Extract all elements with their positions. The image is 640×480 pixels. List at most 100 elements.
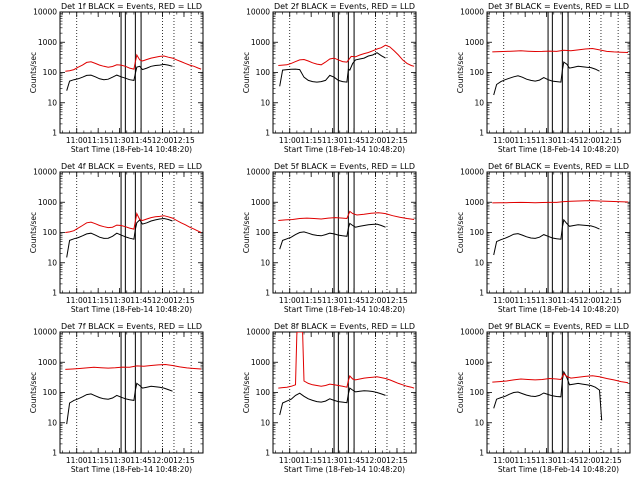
y-tick-label: 10	[47, 418, 57, 427]
events-series-line	[493, 61, 600, 96]
x-axis-title: Start Time (18-Feb-14 10:48:20)	[284, 465, 405, 474]
y-tick-label: 10000	[460, 328, 484, 337]
x-tick-label: 11:15	[514, 456, 536, 465]
panel-7: Det 7f BLACK = Events, RED = LLD 1 10 100 10…	[29, 322, 204, 474]
panel-5: Det 5f BLACK = Events, RED = LLD 1 10 100 10…	[242, 162, 417, 314]
y-tick-label: 1000	[38, 38, 57, 47]
y-tick-label: 1000	[465, 198, 484, 207]
panel-2: Det 2f BLACK = Events, RED = LLD 1 10 100 10…	[242, 2, 417, 154]
y-axis-title: Counts/sec	[242, 212, 251, 253]
x-tick-label: 11:00	[66, 296, 88, 305]
events-series-line	[66, 217, 173, 258]
events-series-line	[66, 382, 173, 425]
y-tick-label: 10	[260, 98, 270, 107]
events-series-line	[493, 370, 603, 421]
events-series-line	[279, 387, 386, 416]
x-tick-label: 11:00	[279, 296, 301, 305]
y-tick-label: 1	[52, 449, 57, 458]
x-tick-label: 12:15	[600, 296, 622, 305]
y-axis-title: Counts/sec	[29, 212, 38, 253]
x-tick-label: 12:15	[386, 456, 408, 465]
x-tick-label: 12:00	[152, 456, 174, 465]
y-tick-label: 10	[260, 418, 270, 427]
y-axis-title: Counts/sec	[456, 372, 465, 413]
y-tick-label: 10	[474, 258, 484, 267]
y-tick-label: 10	[47, 258, 57, 267]
events-series-line	[279, 222, 386, 250]
x-tick-label: 12:00	[579, 136, 601, 145]
plot-frame	[486, 331, 631, 454]
x-tick-label: 11:15	[87, 456, 109, 465]
x-tick-label: 12:15	[173, 136, 195, 145]
plot-frame	[59, 171, 204, 294]
y-tick-label: 1000	[251, 38, 270, 47]
x-tick-label: 11:00	[279, 456, 301, 465]
x-tick-label: 11:00	[279, 136, 301, 145]
x-tick-label: 11:30	[536, 136, 558, 145]
panel-title: Det 5f BLACK = Events, RED = LLD	[274, 162, 415, 171]
x-tick-label: 11:15	[514, 136, 536, 145]
x-axis-title: Start Time (18-Feb-14 10:48:20)	[498, 145, 619, 154]
y-tick-label: 10	[260, 258, 270, 267]
x-tick-label: 11:15	[87, 136, 109, 145]
events-series-line	[493, 218, 600, 256]
x-tick-label: 11:15	[300, 136, 322, 145]
plot-frame	[272, 171, 417, 294]
y-tick-label: 100	[470, 68, 485, 77]
y-tick-label: 10	[474, 98, 484, 107]
lld-series-line	[278, 44, 415, 67]
y-tick-label: 10	[47, 98, 57, 107]
panel-title: Det 4f BLACK = Events, RED = LLD	[61, 162, 202, 171]
x-axis-title: Start Time (18-Feb-14 10:48:20)	[71, 305, 192, 314]
y-axis-title: Counts/sec	[456, 52, 465, 93]
plot-frame	[272, 11, 417, 134]
y-tick-label: 1	[479, 289, 484, 298]
y-tick-label: 100	[256, 228, 271, 237]
x-tick-label: 12:15	[386, 296, 408, 305]
x-tick-label: 11:30	[109, 136, 131, 145]
x-tick-label: 12:00	[579, 296, 601, 305]
y-tick-label: 100	[43, 68, 58, 77]
y-tick-label: 1	[52, 289, 57, 298]
y-tick-label: 10000	[460, 168, 484, 177]
lld-series-line	[65, 212, 202, 233]
y-axis-title: Counts/sec	[242, 372, 251, 413]
x-tick-label: 11:30	[322, 136, 344, 145]
plot-frame	[486, 11, 631, 134]
x-tick-label: 11:45	[130, 296, 152, 305]
x-axis-title: Start Time (18-Feb-14 10:48:20)	[498, 305, 619, 314]
lld-series-line	[492, 47, 629, 53]
y-axis-title: Counts/sec	[456, 212, 465, 253]
x-tick-label: 12:15	[173, 296, 195, 305]
lld-series-line	[492, 200, 629, 204]
panel-title: Det 6f BLACK = Events, RED = LLD	[488, 162, 629, 171]
x-tick-label: 12:15	[173, 456, 195, 465]
y-tick-label: 1	[479, 129, 484, 138]
y-axis-title: Counts/sec	[29, 372, 38, 413]
y-axis-title: Counts/sec	[242, 52, 251, 93]
x-tick-label: 12:00	[152, 136, 174, 145]
x-axis-title: Start Time (18-Feb-14 10:48:20)	[71, 465, 192, 474]
y-tick-label: 10000	[33, 328, 57, 337]
panel-4: Det 4f BLACK = Events, RED = LLD 1 10 100 10…	[29, 162, 204, 314]
x-tick-label: 11:45	[343, 136, 365, 145]
x-tick-label: 11:15	[300, 296, 322, 305]
y-tick-label: 10000	[33, 168, 57, 177]
y-tick-label: 1	[265, 289, 270, 298]
y-tick-label: 10000	[460, 8, 484, 17]
panel-title: Det 9f BLACK = Events, RED = LLD	[488, 322, 629, 331]
x-tick-label: 11:30	[109, 456, 131, 465]
lld-series-line	[65, 53, 202, 72]
lld-series-line	[278, 210, 415, 221]
x-tick-label: 11:45	[557, 136, 579, 145]
y-tick-label: 1	[52, 129, 57, 138]
x-tick-label: 11:15	[514, 296, 536, 305]
x-tick-label: 11:15	[300, 456, 322, 465]
panel-3: Det 3f BLACK = Events, RED = LLD 1 10 100 10…	[456, 2, 631, 154]
y-tick-label: 100	[256, 388, 271, 397]
y-tick-label: 10000	[33, 8, 57, 17]
y-tick-label: 10	[474, 418, 484, 427]
x-tick-label: 11:45	[557, 456, 579, 465]
x-tick-label: 11:00	[493, 456, 515, 465]
y-axis-title: Counts/sec	[29, 52, 38, 93]
